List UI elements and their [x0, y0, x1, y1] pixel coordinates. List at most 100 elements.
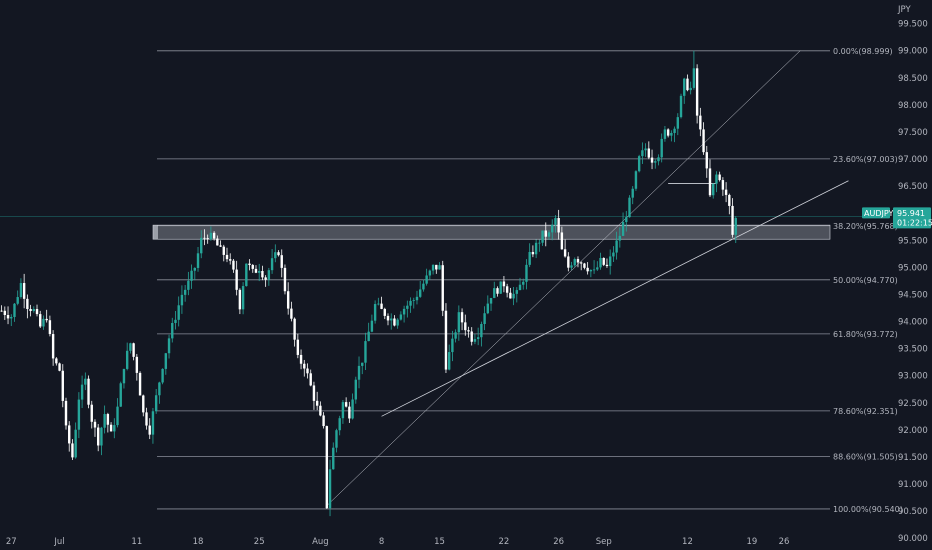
candle-body	[534, 242, 538, 255]
candle-body	[84, 378, 87, 385]
candle-body	[406, 305, 409, 309]
candle-body	[364, 341, 367, 363]
candle-body	[544, 230, 547, 237]
candle-body	[129, 343, 132, 351]
candle-body	[608, 256, 612, 267]
candle-body	[444, 310, 448, 370]
candle-body	[438, 265, 441, 270]
candle-body	[538, 242, 541, 244]
candle-body	[122, 368, 126, 384]
candle-body	[502, 281, 506, 287]
x-tick-label: 18	[193, 537, 204, 547]
candle-body	[109, 424, 113, 432]
candle-body	[470, 331, 473, 342]
candle-body	[335, 430, 338, 448]
candle-body	[254, 268, 258, 273]
candle-body	[187, 280, 190, 290]
candle-body	[361, 362, 364, 366]
candle-body	[625, 217, 628, 223]
candle-body	[35, 309, 39, 315]
candle-body	[573, 259, 576, 266]
candle-body	[113, 425, 116, 432]
candle-body	[71, 443, 74, 458]
price-axis[interactable]: JPY 99.500 99.000 98.500 98.000 97.500 97.000 9…	[897, 5, 928, 544]
x-tick-label: 25	[254, 537, 265, 547]
x-tick-label: 22	[499, 537, 510, 547]
candle-body	[32, 309, 35, 312]
candle-body	[634, 171, 638, 189]
candle-body	[641, 150, 644, 157]
candle-body	[238, 289, 242, 310]
candle-body	[251, 265, 254, 269]
candle-body	[293, 318, 296, 340]
candle-body	[454, 332, 457, 339]
candle-body	[670, 132, 673, 136]
candle-body	[338, 418, 341, 431]
candle-body	[728, 194, 731, 206]
candle-body	[135, 356, 139, 373]
candle-body	[80, 384, 84, 400]
candle-body	[6, 315, 10, 319]
candle-body	[319, 405, 322, 416]
candle-body	[589, 269, 593, 272]
x-tick-label: 26	[779, 537, 790, 547]
fib-level-label: 38.20%(95.768)	[833, 222, 898, 231]
candle-body	[657, 157, 660, 162]
candle-body	[493, 288, 496, 299]
candle-body	[258, 271, 261, 273]
candle-body	[351, 399, 354, 419]
candle-body	[341, 402, 345, 419]
candle-body	[125, 350, 129, 369]
candle-body	[457, 312, 461, 333]
candle-body	[554, 218, 557, 225]
support-zone-handle	[153, 225, 158, 240]
candle-body	[354, 379, 357, 400]
candle-body	[637, 156, 641, 172]
candle-body	[74, 429, 77, 458]
candle-body	[435, 264, 438, 270]
candle-body	[344, 402, 348, 407]
last-price-value: 95.941	[897, 209, 925, 218]
y-tick-label: 97.500	[898, 128, 928, 138]
time-axis[interactable]: 27 Jul 11 18 25 Aug 8 15 22 26 Sep 12 19 26	[6, 537, 790, 547]
candle-body	[441, 265, 444, 311]
candle-body	[393, 318, 396, 326]
candle-body	[583, 263, 586, 268]
x-tick-label: 26	[553, 537, 564, 547]
fib-level-label: 61.80%(93.772)	[833, 330, 898, 339]
candle-body	[409, 300, 412, 306]
candle-body	[68, 425, 71, 444]
candle-body	[42, 318, 45, 327]
candle-body	[650, 157, 654, 163]
candle-body	[290, 308, 293, 319]
candle-body	[16, 297, 19, 304]
candle-body	[196, 253, 200, 268]
candle-body	[695, 68, 699, 116]
candle-body	[232, 260, 235, 270]
candle-body	[299, 354, 303, 364]
candle-body	[515, 290, 518, 294]
candle-body	[200, 237, 203, 254]
candle-body	[708, 168, 712, 196]
candle-body	[174, 319, 177, 323]
candle-body	[39, 314, 42, 327]
candle-body	[151, 411, 155, 435]
candle-body	[219, 245, 222, 247]
candle-body	[296, 339, 300, 355]
currency-label: JPY	[897, 5, 911, 15]
candle-body	[612, 252, 615, 257]
candle-body	[673, 128, 676, 133]
y-tick-label: 93.000	[898, 372, 928, 382]
candle-body	[283, 267, 287, 292]
symbol-badge	[862, 207, 890, 219]
candle-body	[676, 117, 679, 129]
candle-body	[212, 232, 216, 239]
y-tick-label: 93.500	[898, 345, 928, 355]
candle-body	[106, 414, 110, 425]
candle-body	[209, 232, 213, 240]
candle-body	[158, 382, 161, 396]
candle-body	[576, 259, 580, 263]
candle-body	[563, 249, 567, 257]
